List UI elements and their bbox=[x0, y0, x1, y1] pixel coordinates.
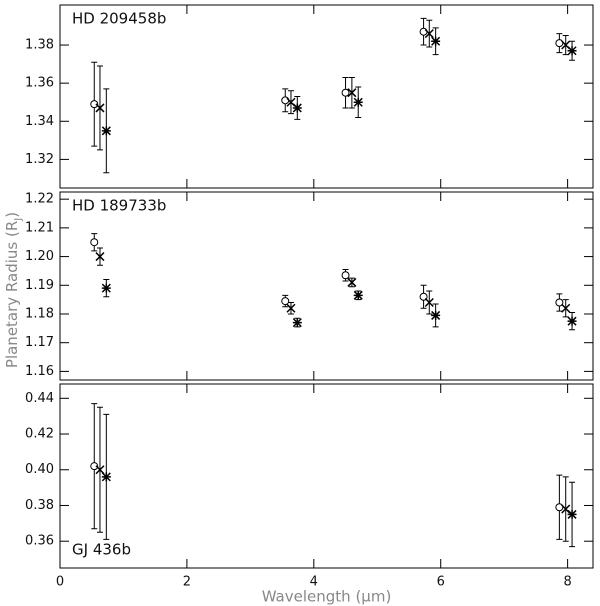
y-tick-label: 1.18 bbox=[25, 306, 54, 321]
marker bbox=[286, 303, 296, 313]
marker bbox=[341, 271, 350, 280]
panel-label: HD 189733b bbox=[72, 197, 166, 215]
marker bbox=[292, 318, 302, 328]
y-tick-label: 1.19 bbox=[25, 278, 54, 293]
plot-frame bbox=[59, 383, 594, 569]
marker bbox=[281, 96, 290, 105]
y-tick-label: 1.34 bbox=[25, 114, 54, 129]
x-tick-label: 4 bbox=[310, 575, 318, 590]
marker bbox=[292, 103, 302, 113]
x-tick-label: 2 bbox=[183, 575, 191, 590]
marker bbox=[555, 39, 564, 48]
marker bbox=[561, 303, 571, 313]
y-tick-label: 1.22 bbox=[25, 192, 54, 207]
y-tick-label: 0.38 bbox=[25, 498, 54, 513]
panel-label: GJ 436b bbox=[72, 541, 131, 559]
marker bbox=[419, 27, 428, 36]
marker bbox=[341, 88, 350, 97]
y-tick-label: 1.36 bbox=[25, 76, 54, 91]
marker bbox=[431, 36, 441, 46]
y-tick-label: 1.20 bbox=[25, 249, 54, 264]
marker bbox=[347, 88, 357, 98]
y-axis-label-part: Planetary Radius (R bbox=[3, 221, 21, 368]
y-tick-label: 1.21 bbox=[25, 220, 54, 235]
marker bbox=[281, 297, 290, 306]
x-tick-label: 0 bbox=[56, 575, 64, 590]
marker bbox=[347, 277, 357, 287]
plot-frame bbox=[59, 4, 594, 189]
marker bbox=[95, 465, 105, 475]
x-tick-label: 8 bbox=[563, 575, 571, 590]
marker bbox=[567, 316, 577, 326]
y-tick-label: 1.32 bbox=[25, 152, 54, 167]
marker bbox=[95, 103, 105, 113]
marker bbox=[353, 97, 363, 107]
marker bbox=[101, 126, 111, 136]
marker bbox=[431, 310, 441, 320]
y-tick-label: 1.16 bbox=[25, 364, 54, 379]
marker bbox=[101, 472, 111, 482]
y-tick-label: 0.36 bbox=[25, 534, 54, 549]
y-tick-label: 0.42 bbox=[25, 427, 54, 442]
marker bbox=[101, 283, 111, 293]
marker bbox=[567, 46, 577, 56]
y-tick-label: 1.38 bbox=[25, 38, 54, 53]
marker bbox=[424, 297, 434, 308]
panel-label: HD 209458b bbox=[72, 10, 166, 28]
marker bbox=[555, 298, 564, 307]
marker bbox=[90, 238, 99, 247]
marker bbox=[95, 252, 105, 262]
x-tick-label: 6 bbox=[437, 575, 445, 590]
y-axis-label-part: J bbox=[13, 218, 24, 222]
y-tick-label: 0.44 bbox=[25, 391, 54, 406]
y-axis-label: Planetary Radius (RJ) bbox=[3, 212, 24, 368]
marker bbox=[90, 100, 99, 109]
marker bbox=[353, 290, 363, 300]
marker bbox=[90, 462, 99, 471]
marker bbox=[567, 509, 577, 519]
marker bbox=[555, 503, 564, 512]
y-tick-label: 0.40 bbox=[25, 462, 54, 477]
y-axis-label-part: ) bbox=[3, 212, 21, 218]
x-axis-label: Wavelength (μm) bbox=[262, 588, 392, 606]
plot-frame bbox=[59, 191, 594, 381]
marker bbox=[424, 29, 434, 39]
y-tick-label: 1.17 bbox=[25, 335, 54, 350]
